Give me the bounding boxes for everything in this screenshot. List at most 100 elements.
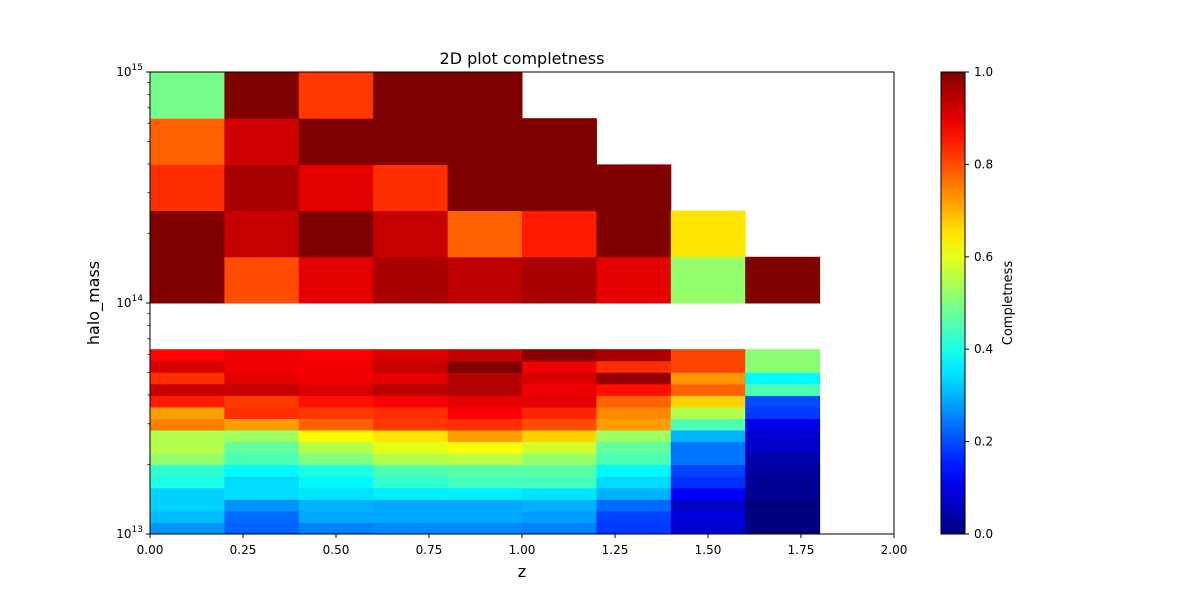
heatmap-cell [670, 360, 746, 373]
heatmap-cell [298, 499, 374, 512]
x-tick-label: 0.25 [230, 543, 257, 557]
heatmap-cell [596, 349, 672, 362]
heatmap-cell [224, 430, 300, 443]
heatmap-cell [745, 418, 821, 431]
heatmap-cell [373, 372, 449, 385]
heatmap-cell [373, 453, 449, 466]
heatmap-cell [670, 441, 746, 454]
heatmap-cell [224, 453, 300, 466]
heatmap-cell [670, 464, 746, 477]
heatmap-cell [447, 453, 523, 466]
heatmap-cell [224, 522, 300, 535]
heatmap-cell [670, 453, 746, 466]
heatmap-cell [447, 510, 523, 523]
heatmap-cell [150, 430, 225, 443]
heatmap-cell [150, 72, 225, 119]
chart-title: 2D plot completness [440, 49, 605, 68]
heatmap-cell [522, 418, 597, 431]
heatmap-cell [447, 360, 523, 373]
heatmap-cell [670, 510, 746, 523]
x-tick-label: 0.00 [137, 543, 164, 557]
heatmap-cell [150, 395, 225, 408]
heatmap-cell [522, 510, 597, 523]
heatmap-cell [373, 430, 449, 443]
heatmap-cell [224, 499, 300, 512]
heatmap-cell [745, 441, 821, 454]
heatmap-cell [670, 395, 746, 408]
colorbar-tick-label: 0.8 [974, 157, 993, 171]
heatmap-cell [298, 441, 374, 454]
heatmap-cell [522, 499, 597, 512]
heatmap-cell [373, 383, 449, 396]
heatmap-cell [150, 210, 225, 258]
heatmap-cell [224, 349, 300, 362]
heatmap-cell [298, 395, 374, 408]
heatmap-cell [373, 360, 449, 373]
x-tick-label: 1.00 [509, 543, 536, 557]
heatmap-cell [745, 383, 821, 396]
heatmap-cell [447, 522, 523, 535]
heatmap-cell [224, 118, 300, 165]
heatmap-cell [596, 464, 672, 477]
heatmap-cell [150, 256, 225, 304]
heatmap-cell [224, 406, 300, 419]
heatmap-cell [150, 510, 225, 523]
heatmap-cell [522, 360, 597, 373]
heatmap-cell [150, 522, 225, 535]
heatmap-cell [298, 383, 374, 396]
heatmap-cell [298, 210, 374, 258]
heatmap-cell [298, 164, 374, 212]
heatmap-cell [596, 383, 672, 396]
y-tick-label: 1013 [116, 525, 143, 541]
x-axis-label: z [518, 562, 526, 581]
heatmap-cell [745, 395, 821, 408]
heatmap-cell [596, 499, 672, 512]
heatmap-cell [596, 430, 672, 443]
heatmap-cell [670, 383, 746, 396]
colorbar-tick-label: 0.0 [974, 527, 993, 541]
heatmap-cell [670, 430, 746, 443]
heatmap-cell [745, 522, 821, 535]
heatmap-cell [224, 395, 300, 408]
heatmap-cell [150, 418, 225, 431]
heatmap-cell [745, 476, 821, 489]
heatmap-cell [224, 476, 300, 489]
heatmap-cell [150, 118, 225, 165]
heatmap-cell [745, 349, 821, 362]
heatmap-cell [150, 464, 225, 477]
heatmap-cell [298, 418, 374, 431]
heatmap-cell [224, 441, 300, 454]
heatmap-cell [522, 464, 597, 477]
heatmap-cell [150, 372, 225, 385]
heatmap-cell [596, 360, 672, 373]
heatmap-cell [447, 395, 523, 408]
heatmap-cell [596, 453, 672, 466]
heatmap-cell [224, 210, 300, 258]
heatmap-cell [596, 510, 672, 523]
heatmap-cell [745, 453, 821, 466]
heatmap-cell [670, 256, 746, 304]
heatmap-cell [373, 418, 449, 431]
heatmap-cell [596, 441, 672, 454]
x-tick-label: 1.25 [602, 543, 629, 557]
heatmap-cell [298, 256, 374, 304]
colorbar-label: Completness [1001, 261, 1016, 346]
heatmap-cell [373, 406, 449, 419]
heatmap-cell [522, 372, 597, 385]
heatmap-cell [373, 510, 449, 523]
heatmap-cell [522, 441, 597, 454]
heatmap-cell [447, 372, 523, 385]
heatmap-cell [224, 383, 300, 396]
heatmap-cell [373, 349, 449, 362]
heatmap-cell [447, 441, 523, 454]
heatmap-cell [522, 256, 597, 304]
x-tick-label: 0.50 [323, 543, 350, 557]
heatmap-cell [298, 464, 374, 477]
heatmap-cell [447, 476, 523, 489]
heatmap-cell [596, 418, 672, 431]
heatmap-cell [373, 118, 449, 165]
x-tick-label: 1.50 [695, 543, 722, 557]
x-axis-ticks: 0.00 0.25 0.50 0.75 1.00 1.25 1.50 1.75 2.00 [137, 534, 907, 557]
colorbar-tick-label: 0.4 [974, 342, 993, 356]
